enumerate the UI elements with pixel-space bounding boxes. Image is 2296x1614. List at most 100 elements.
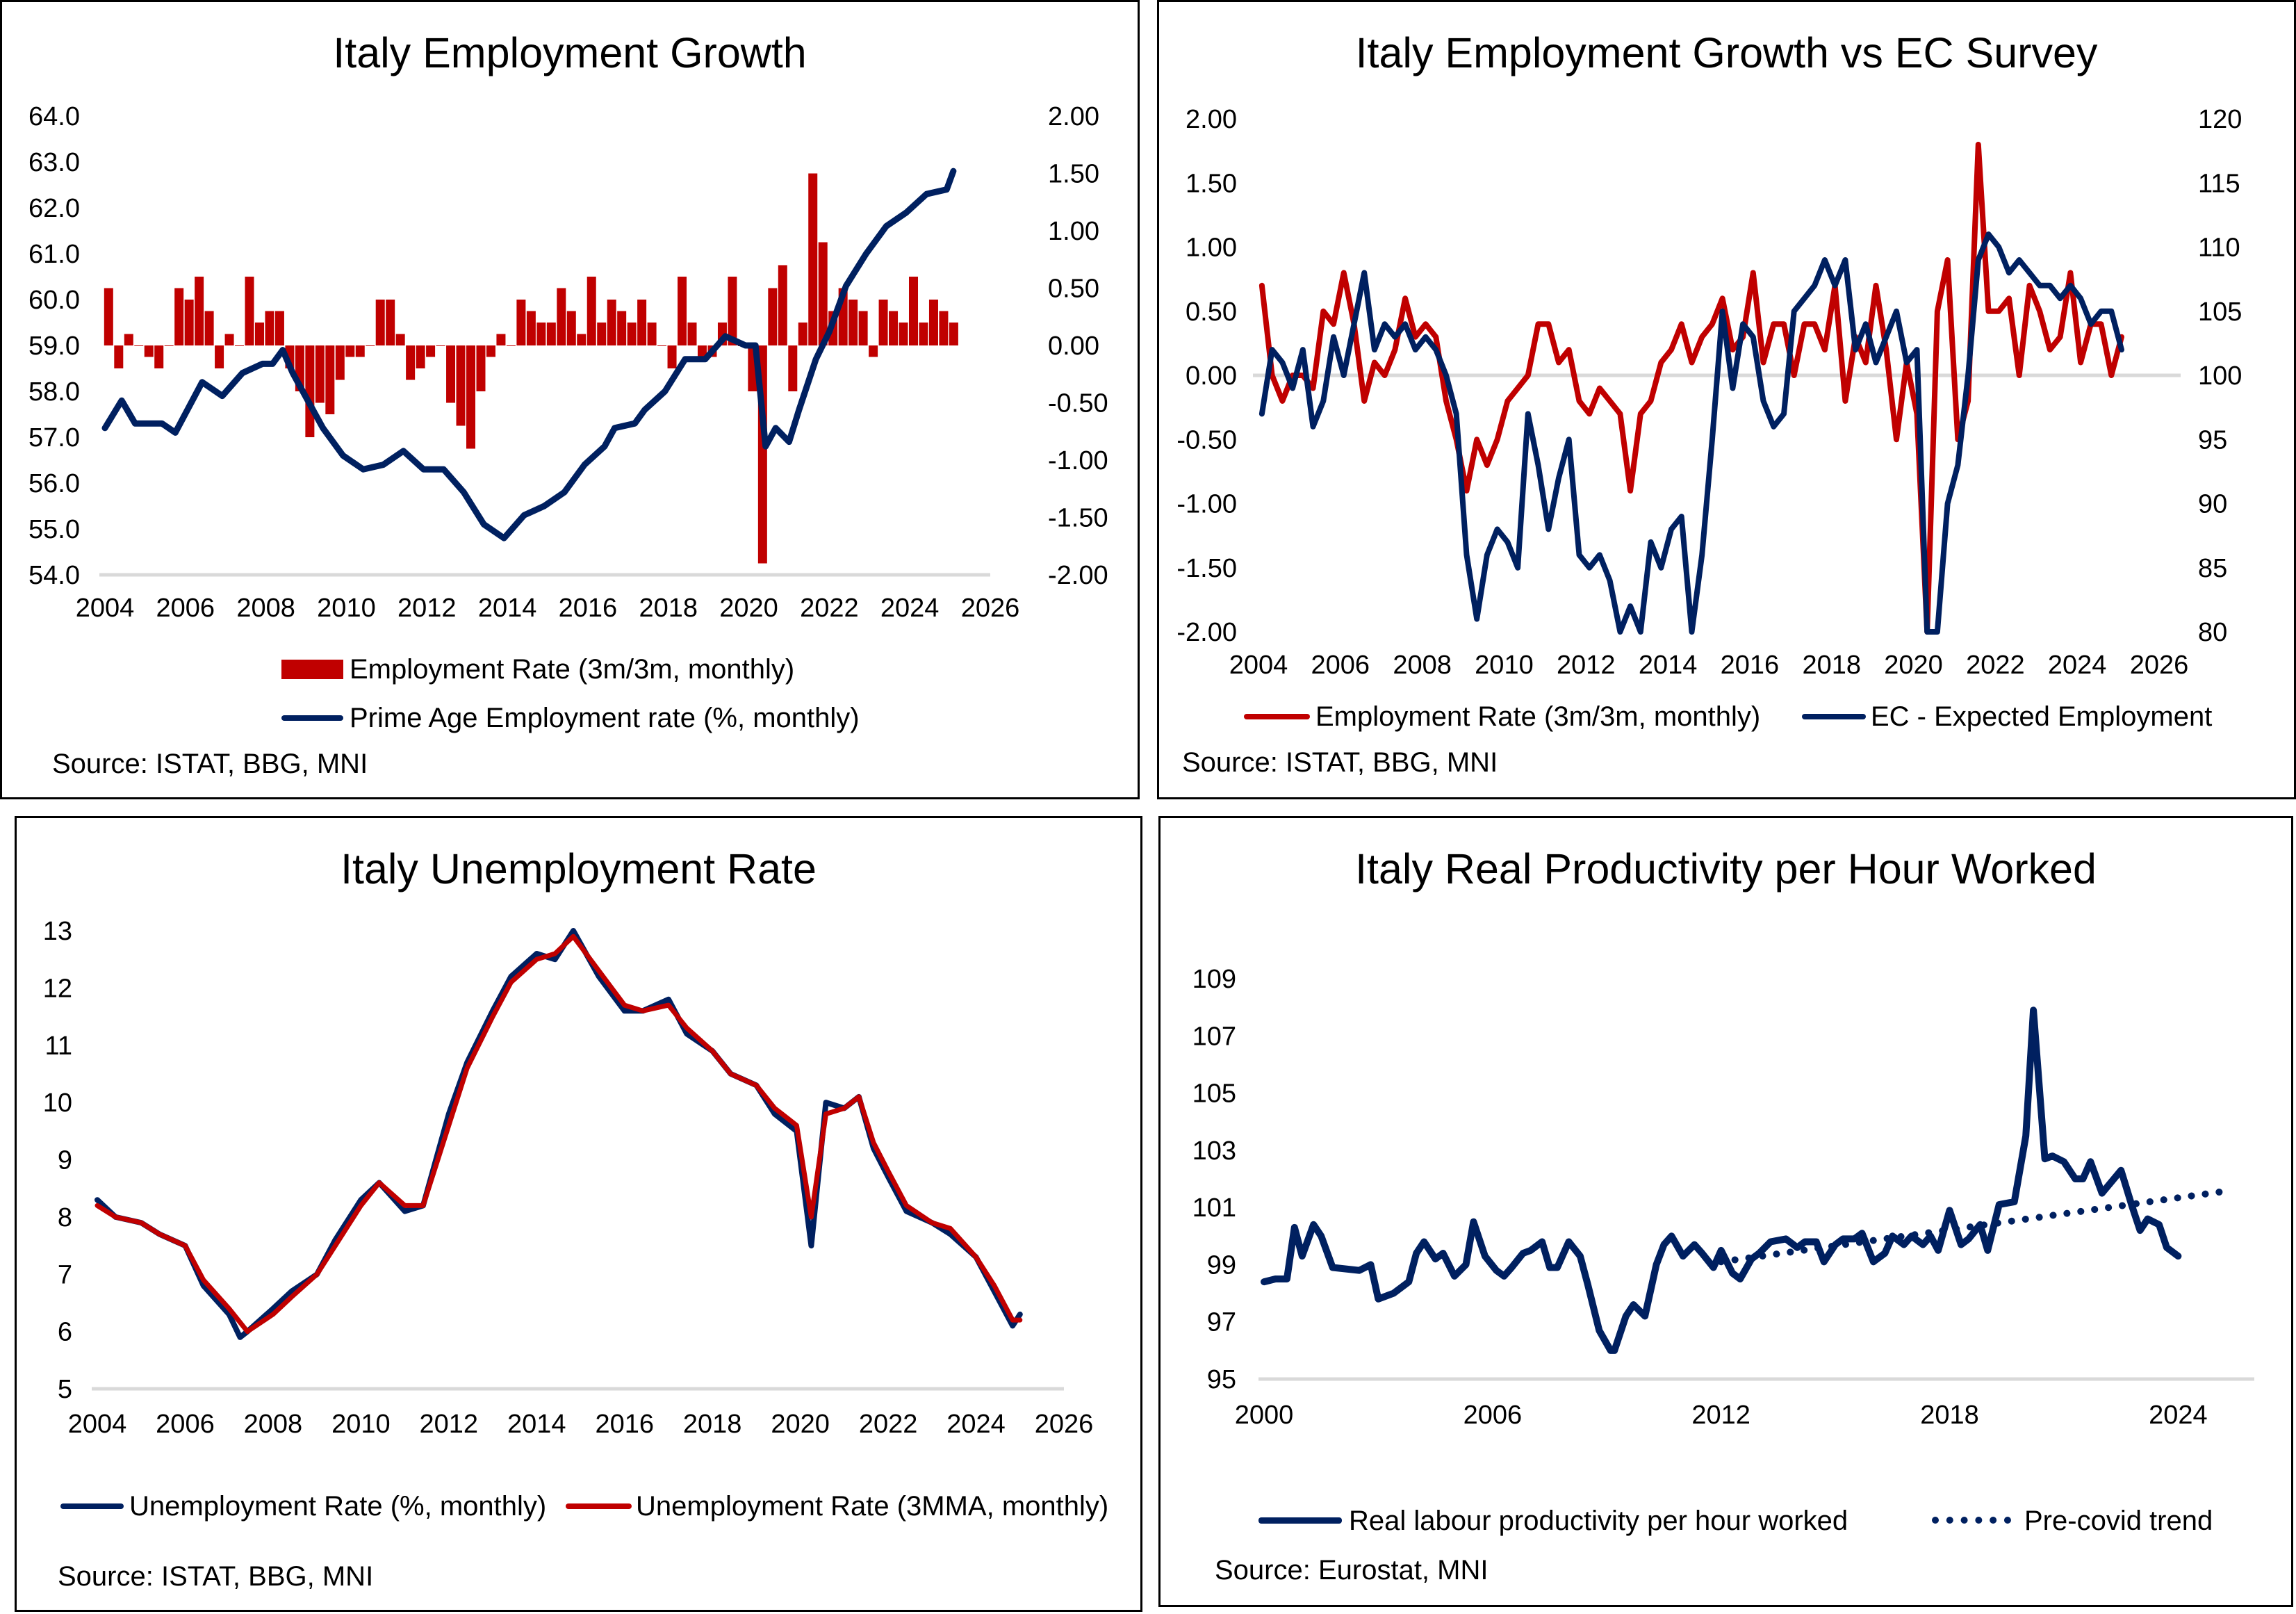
source-note: Source: ISTAT, BBG, MNI bbox=[58, 1561, 374, 1592]
y-right-tick-label: 1.00 bbox=[1048, 217, 1099, 246]
y-left-tick-label: 99 bbox=[1207, 1250, 1236, 1280]
y-left-tick-label: 101 bbox=[1192, 1193, 1236, 1223]
employment-rate-bar bbox=[215, 345, 224, 368]
employment-rate-bar bbox=[245, 277, 254, 345]
employment-rate-bar bbox=[577, 334, 587, 345]
chart-title: Italy Employment Growth bbox=[333, 29, 807, 76]
employment-rate-bar bbox=[274, 311, 284, 345]
legend-swatch-solid-line bbox=[1258, 1517, 1342, 1524]
x-tick-label: 2014 bbox=[1639, 651, 1698, 680]
legend-label: Unemployment Rate (%, monthly) bbox=[129, 1491, 547, 1522]
x-tick-label: 2026 bbox=[1035, 1410, 1094, 1439]
legend-label: Pre-covid trend bbox=[2024, 1506, 2213, 1536]
employment-rate-bar bbox=[345, 345, 355, 357]
x-tick-label: 2018 bbox=[683, 1410, 742, 1439]
x-tick-label: 2018 bbox=[639, 594, 698, 623]
y-left-tick-label: 5 bbox=[58, 1375, 72, 1404]
chart-panel-unemployment: Italy Unemployment Rate 13 12 11 10 9 8 7 6 5 200… bbox=[15, 816, 1142, 1612]
employment-rate-bar bbox=[154, 345, 164, 368]
y-right-tick-label: -2.00 bbox=[1048, 561, 1108, 590]
y-left-tick-label: 0.50 bbox=[1186, 297, 1237, 327]
employment-rate-bar bbox=[134, 345, 144, 346]
legend-swatch-navy-line bbox=[1802, 714, 1866, 719]
y-left-tick-label: 56.0 bbox=[28, 469, 80, 498]
x-tick-label: 2008 bbox=[236, 594, 295, 623]
y-left-tick-label: 0.00 bbox=[1186, 361, 1237, 391]
y-left-tick-label: 6 bbox=[58, 1318, 72, 1347]
legend-swatch-red-line bbox=[566, 1503, 632, 1509]
y-right-tick-label: 105 bbox=[2198, 297, 2242, 327]
employment-rate-bar bbox=[687, 323, 697, 345]
employment-rate-bar bbox=[858, 311, 868, 345]
chart-title: Italy Employment Growth vs EC Survey bbox=[1355, 29, 2098, 76]
employment-rate-bar bbox=[174, 288, 184, 345]
employment-rate-bar bbox=[536, 323, 546, 345]
employment-rate-bar bbox=[587, 277, 596, 345]
y-left-tick-label: -0.50 bbox=[1176, 425, 1237, 455]
y-left-tick-label: 61.0 bbox=[28, 240, 80, 269]
y-left-tick-label: 105 bbox=[1192, 1079, 1236, 1109]
y-left-tick-label: 55.0 bbox=[28, 515, 80, 544]
x-tick-label: 2010 bbox=[1475, 651, 1534, 680]
y-left-tick-label: 8 bbox=[58, 1203, 72, 1232]
legend-label: EC - Expected Employment bbox=[1871, 701, 2213, 732]
chart-title: Italy Unemployment Rate bbox=[341, 845, 817, 892]
employment-rate-bar bbox=[869, 345, 878, 357]
employment-rate-bar bbox=[939, 311, 949, 345]
y-right-tick-label: 100 bbox=[2198, 361, 2242, 391]
employment-rate-bar bbox=[848, 300, 858, 345]
y-left-tick-label: 1.00 bbox=[1186, 234, 1237, 263]
pre-covid-trend-line bbox=[1717, 1187, 2236, 1266]
employment-rate-bar bbox=[366, 345, 375, 346]
x-tick-label: 2000 bbox=[1235, 1401, 1294, 1430]
x-tick-label: 2024 bbox=[880, 594, 940, 623]
employment-rate-bar bbox=[878, 300, 888, 345]
y-right-tick-label: 115 bbox=[2198, 169, 2240, 198]
employment-rate-bar bbox=[798, 323, 807, 345]
chart-panel-employment-vs-ec: Italy Employment Growth vs EC Survey 2.0… bbox=[1157, 0, 2296, 799]
x-tick-label: 2008 bbox=[1393, 651, 1452, 680]
employment-rate-bar bbox=[204, 311, 214, 345]
employment-rate-bar bbox=[395, 334, 405, 345]
employment-rate-bar bbox=[184, 300, 194, 345]
x-tick-label: 2016 bbox=[595, 1410, 654, 1439]
x-tick-label: 2026 bbox=[2130, 651, 2189, 680]
employment-rate-bar bbox=[697, 345, 707, 357]
employment-rate-bar bbox=[164, 345, 174, 346]
employment-rate-bar bbox=[254, 323, 264, 345]
x-tick-label: 2014 bbox=[478, 594, 537, 623]
unemployment-3mma-line bbox=[95, 934, 1023, 1335]
legend-label: Employment Rate (3m/3m, monthly) bbox=[1315, 701, 1761, 732]
y-left-tick-label: 97 bbox=[1207, 1308, 1236, 1337]
x-tick-label: 2014 bbox=[507, 1410, 566, 1439]
x-tick-label: 2026 bbox=[961, 594, 1020, 623]
source-note: Source: Eurostat, MNI bbox=[1215, 1555, 1489, 1586]
y-left-tick-label: 2.00 bbox=[1186, 105, 1237, 134]
employment-rate-bar bbox=[657, 345, 667, 346]
x-tick-label: 2020 bbox=[1884, 651, 1943, 680]
employment-rate-bar bbox=[607, 300, 616, 345]
y-left-tick-label: 10 bbox=[43, 1089, 72, 1118]
employment-rate-bar bbox=[114, 345, 124, 368]
y-left-tick-label: 11 bbox=[45, 1032, 72, 1061]
x-tick-label: 2012 bbox=[1691, 1401, 1750, 1430]
y-left-tick-label: 62.0 bbox=[28, 194, 80, 223]
employment-rate-bar bbox=[627, 323, 637, 345]
chart-panel-productivity: Italy Real Productivity per Hour Worked … bbox=[1158, 816, 2293, 1607]
y-left-tick-label: -2.00 bbox=[1176, 618, 1237, 647]
x-tick-label: 2016 bbox=[559, 594, 618, 623]
y-right-tick-label: -1.00 bbox=[1048, 446, 1108, 475]
employment-rate-bar bbox=[678, 277, 687, 345]
employment-rate-bar bbox=[104, 288, 113, 345]
y-right-tick-label: 90 bbox=[2198, 490, 2227, 519]
x-tick-label: 2018 bbox=[1802, 651, 1861, 680]
employment-rate-bar bbox=[315, 345, 325, 403]
employment-rate-bar bbox=[818, 242, 828, 345]
legend-swatch-bar bbox=[281, 660, 343, 679]
legend-label: Employment Rate (3m/3m, monthly) bbox=[350, 654, 795, 685]
employment-growth-plot: 64.0 63.0 62.0 61.0 60.0 59.0 58.0 57.0 56.0 55.0… bbox=[28, 102, 1108, 623]
productivity-line bbox=[1261, 1006, 2182, 1354]
x-tick-label: 2020 bbox=[771, 1410, 830, 1439]
y-left-tick-label: 1.50 bbox=[1186, 169, 1237, 198]
y-left-tick-label: 13 bbox=[43, 917, 72, 946]
